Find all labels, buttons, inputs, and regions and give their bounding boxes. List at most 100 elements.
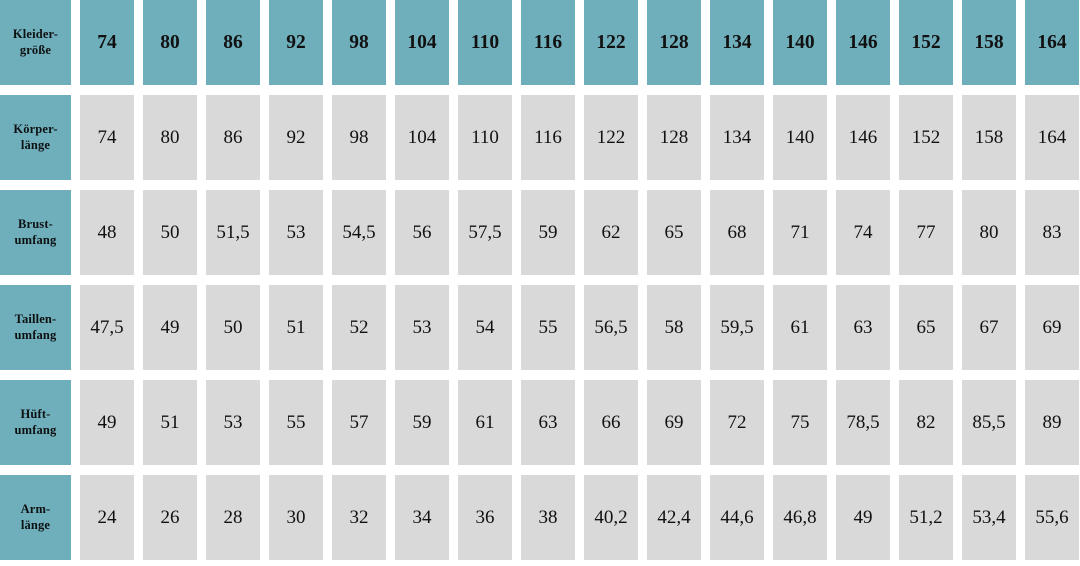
header-size-98: 98 [332, 0, 386, 85]
corner-header-kleidergroesse: Kleider- größe [0, 0, 71, 85]
row-label-hueftumfang: Hüft- umfang [0, 380, 71, 465]
header-size-86: 86 [206, 0, 260, 85]
header-size-116: 116 [521, 0, 575, 85]
cell-hueftumfang-80: 51 [143, 380, 197, 465]
cell-brustumfang-122: 62 [584, 190, 638, 275]
row-label-armlaenge-text: Arm- länge [20, 502, 51, 532]
table-row-brustumfang: Brust- umfang 48 50 51,5 53 54,5 56 57,5 59 62 65 6… [0, 190, 1080, 275]
cell-armlaenge-116: 38 [521, 475, 575, 560]
header-size-122: 122 [584, 0, 638, 85]
cell-brustumfang-128: 65 [647, 190, 701, 275]
cell-koerperlaenge-146: 146 [836, 95, 890, 180]
cell-brustumfang-80: 50 [143, 190, 197, 275]
cell-koerperlaenge-86: 86 [206, 95, 260, 180]
cell-koerperlaenge-104: 104 [395, 95, 449, 180]
cell-taillenumfang-134: 59,5 [710, 285, 764, 370]
row-label-koerperlaenge-text: Körper- länge [13, 122, 58, 152]
cell-koerperlaenge-134: 134 [710, 95, 764, 180]
cell-taillenumfang-80: 49 [143, 285, 197, 370]
cell-armlaenge-80: 26 [143, 475, 197, 560]
cell-armlaenge-98: 32 [332, 475, 386, 560]
header-size-80: 80 [143, 0, 197, 85]
header-size-128: 128 [647, 0, 701, 85]
cell-hueftumfang-140: 75 [773, 380, 827, 465]
table-row-hueftumfang: Hüft- umfang 49 51 53 55 57 59 61 63 66 69 72 75 78,5… [0, 380, 1080, 465]
cell-hueftumfang-158: 85,5 [962, 380, 1016, 465]
header-size-164: 164 [1025, 0, 1079, 85]
cell-hueftumfang-86: 53 [206, 380, 260, 465]
cell-koerperlaenge-158: 158 [962, 95, 1016, 180]
cell-brustumfang-98: 54,5 [332, 190, 386, 275]
cell-koerperlaenge-128: 128 [647, 95, 701, 180]
cell-brustumfang-164: 83 [1025, 190, 1079, 275]
header-size-110: 110 [458, 0, 512, 85]
cell-taillenumfang-152: 65 [899, 285, 953, 370]
header-size-152: 152 [899, 0, 953, 85]
cell-armlaenge-140: 46,8 [773, 475, 827, 560]
cell-koerperlaenge-74: 74 [80, 95, 134, 180]
table-row-taillenumfang: Taillen- umfang 47,5 49 50 51 52 53 54 55 56,5 58 5… [0, 285, 1080, 370]
row-label-koerperlaenge: Körper- länge [0, 95, 71, 180]
table-header-row: Kleider- größe 74 80 86 92 98 104 110 116 122 128 1… [0, 0, 1080, 85]
cell-hueftumfang-128: 69 [647, 380, 701, 465]
cell-koerperlaenge-80: 80 [143, 95, 197, 180]
header-size-158: 158 [962, 0, 1016, 85]
cell-hueftumfang-122: 66 [584, 380, 638, 465]
header-size-74: 74 [80, 0, 134, 85]
row-label-taillenumfang: Taillen- umfang [0, 285, 71, 370]
cell-hueftumfang-152: 82 [899, 380, 953, 465]
cell-armlaenge-92: 30 [269, 475, 323, 560]
cell-taillenumfang-158: 67 [962, 285, 1016, 370]
cell-koerperlaenge-116: 116 [521, 95, 575, 180]
cell-taillenumfang-110: 54 [458, 285, 512, 370]
cell-hueftumfang-116: 63 [521, 380, 575, 465]
cell-armlaenge-152: 51,2 [899, 475, 953, 560]
cell-taillenumfang-146: 63 [836, 285, 890, 370]
cell-taillenumfang-98: 52 [332, 285, 386, 370]
header-size-104: 104 [395, 0, 449, 85]
cell-brustumfang-74: 48 [80, 190, 134, 275]
table-row-koerperlaenge: Körper- länge 74 80 86 92 98 104 110 116 122 128 13… [0, 95, 1080, 180]
cell-taillenumfang-74: 47,5 [80, 285, 134, 370]
row-label-taillenumfang-text: Taillen- umfang [14, 312, 57, 342]
cell-brustumfang-104: 56 [395, 190, 449, 275]
cell-taillenumfang-164: 69 [1025, 285, 1079, 370]
cell-armlaenge-158: 53,4 [962, 475, 1016, 560]
cell-hueftumfang-134: 72 [710, 380, 764, 465]
cell-hueftumfang-110: 61 [458, 380, 512, 465]
cell-taillenumfang-140: 61 [773, 285, 827, 370]
cell-koerperlaenge-92: 92 [269, 95, 323, 180]
cell-brustumfang-158: 80 [962, 190, 1016, 275]
header-size-134: 134 [710, 0, 764, 85]
cell-koerperlaenge-140: 140 [773, 95, 827, 180]
cell-brustumfang-146: 74 [836, 190, 890, 275]
cell-armlaenge-122: 40,2 [584, 475, 638, 560]
cell-hueftumfang-98: 57 [332, 380, 386, 465]
cell-koerperlaenge-98: 98 [332, 95, 386, 180]
cell-koerperlaenge-164: 164 [1025, 95, 1079, 180]
cell-armlaenge-134: 44,6 [710, 475, 764, 560]
row-label-hueftumfang-text: Hüft- umfang [14, 407, 57, 437]
cell-koerperlaenge-122: 122 [584, 95, 638, 180]
cell-taillenumfang-104: 53 [395, 285, 449, 370]
cell-hueftumfang-92: 55 [269, 380, 323, 465]
cell-hueftumfang-74: 49 [80, 380, 134, 465]
cell-armlaenge-86: 28 [206, 475, 260, 560]
header-size-140: 140 [773, 0, 827, 85]
cell-taillenumfang-122: 56,5 [584, 285, 638, 370]
cell-brustumfang-92: 53 [269, 190, 323, 275]
cell-armlaenge-164: 55,6 [1025, 475, 1079, 560]
cell-armlaenge-74: 24 [80, 475, 134, 560]
cell-taillenumfang-92: 51 [269, 285, 323, 370]
cell-taillenumfang-128: 58 [647, 285, 701, 370]
cell-brustumfang-110: 57,5 [458, 190, 512, 275]
cell-brustumfang-140: 71 [773, 190, 827, 275]
cell-brustumfang-152: 77 [899, 190, 953, 275]
cell-armlaenge-128: 42,4 [647, 475, 701, 560]
table-row-armlaenge: Arm- länge 24 26 28 30 32 34 36 38 40,2 42,4 44,6 46… [0, 475, 1080, 560]
row-label-armlaenge: Arm- länge [0, 475, 71, 560]
cell-brustumfang-86: 51,5 [206, 190, 260, 275]
cell-taillenumfang-86: 50 [206, 285, 260, 370]
corner-header-kleidergroesse-text: Kleider- größe [12, 27, 59, 57]
cell-armlaenge-104: 34 [395, 475, 449, 560]
